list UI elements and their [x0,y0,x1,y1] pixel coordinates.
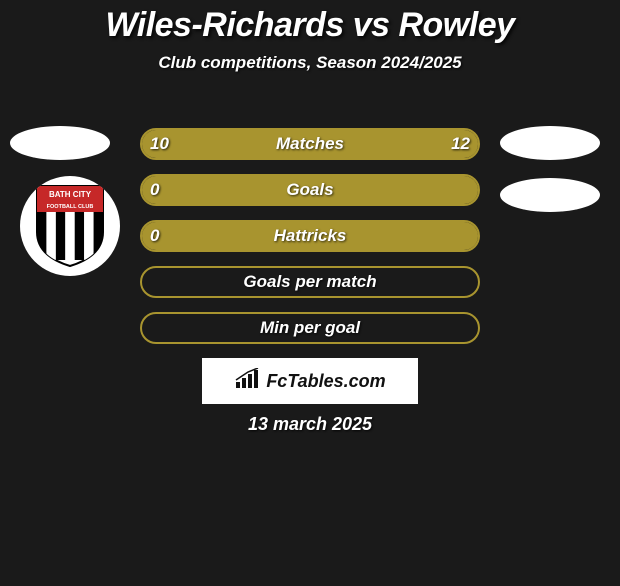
stat-label: Goals [142,176,478,204]
stat-row: Goals per match [0,266,620,298]
page-title: Wiles-Richards vs Rowley [0,6,620,45]
stat-bar: Goals per match [140,266,480,298]
stat-label: Hattricks [142,222,478,250]
date-text: 13 march 2025 [0,414,620,435]
stat-value-right: 12 [441,128,480,160]
stat-label: Goals per match [142,268,478,296]
stat-value-right [460,174,480,206]
stat-row: Matches10 12 [0,128,620,160]
stats-rows: Matches1012Goals0Hattricks0Goals per mat… [0,128,620,358]
branding-box: FcTables.com [202,358,418,404]
stat-value-left: 0 [140,220,169,252]
branding-text: FcTables.com [266,371,385,392]
subtitle: Club competitions, Season 2024/2025 [0,53,620,73]
stat-value-left: 0 [140,174,169,206]
stat-label: Matches [142,130,478,158]
stat-row: Hattricks0 [0,220,620,252]
stat-row: Min per goal [0,312,620,344]
stat-bar: Matches [140,128,480,160]
stat-row: Goals0 [0,174,620,206]
stat-value-right [460,220,480,252]
stat-bar: Min per goal [140,312,480,344]
stat-bar: Hattricks [140,220,480,252]
stat-value-right [460,266,480,298]
stat-value-left: 10 [140,128,179,160]
stat-bar: Goals [140,174,480,206]
stat-value-left [140,312,160,344]
stat-value-right [460,312,480,344]
chart-bars-icon [234,368,260,395]
stat-label: Min per goal [142,314,478,342]
stat-value-left [140,266,160,298]
